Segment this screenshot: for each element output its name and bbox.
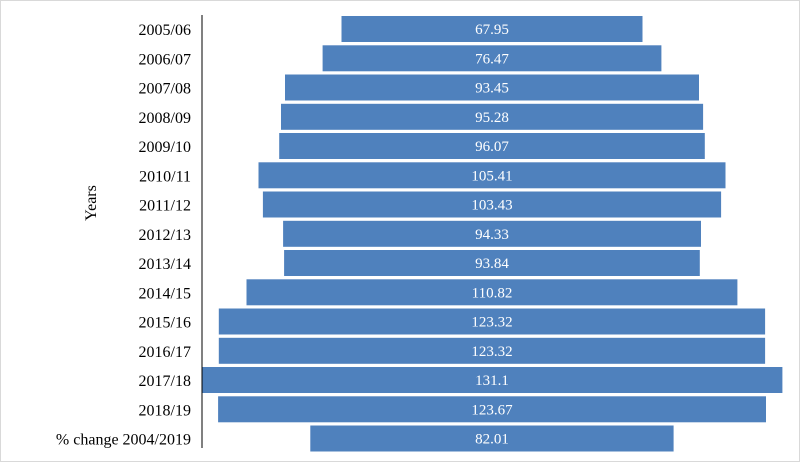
category-label-7: 2012/13: [139, 227, 191, 244]
bar-value-label-12: 131.1: [475, 373, 509, 389]
category-label-12: 2017/18: [139, 373, 191, 390]
bar-value-label-4: 96.07: [475, 139, 509, 155]
category-label-2: 2007/08: [139, 81, 191, 98]
category-label-3: 2008/09: [139, 110, 191, 127]
category-label-9: 2014/15: [139, 285, 191, 302]
bar-value-label-6: 103.43: [471, 198, 512, 214]
bar-value-label-8: 93.84: [475, 256, 509, 272]
category-label-10: 2015/16: [139, 315, 191, 332]
category-label-0: 2005/06: [139, 22, 191, 39]
bar-14: [310, 425, 674, 452]
bar-value-label-9: 110.82: [472, 285, 513, 301]
category-label-5: 2010/11: [139, 168, 191, 185]
y-axis-title: Years: [83, 185, 100, 221]
bar-2: [285, 74, 699, 101]
bar-value-label-11: 123.32: [471, 344, 512, 360]
bar-8: [284, 250, 700, 276]
bar-value-label-1: 76.47: [475, 51, 509, 67]
bar-3: [281, 103, 704, 130]
bars-group: 67.95 76.47 93.45 95.28 96.07 105.41 103.43 94.…: [201, 16, 783, 452]
category-label-1: 2006/07: [139, 51, 191, 68]
bar-6: [262, 191, 722, 218]
bar-9: [246, 279, 738, 306]
category-labels: 2005/06 2006/07 2007/08 2008/09 2009/10 2010/…: [56, 22, 191, 449]
bar-11: [218, 337, 766, 364]
bar-12: [201, 367, 783, 393]
bar-0: [341, 16, 643, 42]
category-label-6: 2011/12: [139, 198, 191, 215]
bar-13: [218, 396, 767, 423]
bar-value-label-0: 67.95: [475, 22, 509, 38]
bar-value-label-2: 93.45: [475, 81, 509, 97]
category-label-8: 2013/14: [139, 256, 191, 273]
bar-value-label-3: 95.28: [475, 110, 509, 126]
bar-value-label-13: 123.67: [471, 402, 513, 418]
category-label-4: 2009/10: [139, 139, 191, 156]
category-label-14: % change 2004/2019: [56, 432, 191, 449]
category-label-13: 2018/19: [139, 402, 191, 419]
bar-value-label-7: 94.33: [475, 227, 509, 243]
bar-value-label-10: 123.32: [471, 315, 512, 331]
category-label-11: 2016/17: [139, 344, 191, 361]
bar-value-label-5: 105.41: [471, 168, 512, 184]
bar-5: [258, 162, 726, 189]
bar-4: [279, 133, 705, 159]
bar-1: [322, 45, 662, 72]
bar-value-label-14: 82.01: [475, 432, 509, 448]
bar-10: [218, 308, 766, 335]
bar-7: [283, 220, 701, 247]
